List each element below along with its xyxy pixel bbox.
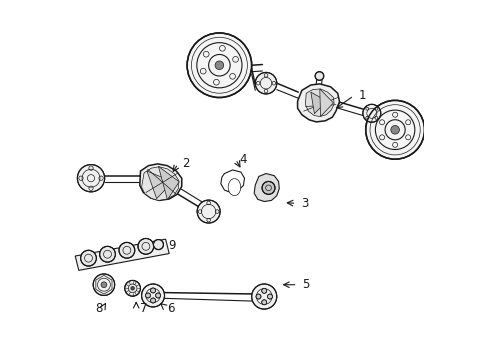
Circle shape — [131, 287, 134, 290]
Polygon shape — [75, 239, 169, 270]
Circle shape — [100, 246, 115, 262]
Circle shape — [267, 294, 272, 299]
Text: 7: 7 — [140, 302, 147, 315]
Text: 9: 9 — [168, 239, 176, 252]
Text: 1: 1 — [357, 89, 365, 102]
Circle shape — [81, 250, 96, 266]
Circle shape — [362, 104, 380, 122]
Circle shape — [124, 280, 140, 296]
Circle shape — [251, 284, 276, 309]
Text: 4: 4 — [239, 153, 246, 166]
Circle shape — [262, 181, 274, 194]
Text: 3: 3 — [300, 197, 307, 210]
Polygon shape — [147, 171, 172, 199]
Circle shape — [150, 298, 155, 303]
Circle shape — [77, 165, 104, 192]
Polygon shape — [319, 89, 333, 117]
Polygon shape — [140, 164, 182, 201]
Circle shape — [197, 200, 220, 223]
Text: 6: 6 — [167, 302, 175, 315]
Polygon shape — [228, 179, 240, 195]
Polygon shape — [158, 166, 179, 200]
Text: 5: 5 — [301, 278, 308, 291]
Polygon shape — [142, 167, 179, 201]
Circle shape — [153, 239, 163, 249]
Text: 2: 2 — [182, 157, 189, 170]
Polygon shape — [297, 84, 339, 122]
Circle shape — [93, 274, 115, 296]
Circle shape — [215, 61, 223, 69]
Text: 8: 8 — [95, 302, 102, 315]
Circle shape — [365, 100, 424, 159]
Circle shape — [261, 288, 266, 293]
Circle shape — [255, 72, 276, 94]
Polygon shape — [254, 174, 279, 202]
Circle shape — [119, 242, 135, 258]
Circle shape — [187, 33, 251, 98]
Circle shape — [390, 126, 399, 134]
Polygon shape — [305, 89, 333, 117]
Circle shape — [255, 294, 261, 299]
Polygon shape — [310, 92, 326, 114]
Circle shape — [142, 284, 164, 307]
Circle shape — [138, 238, 153, 254]
Circle shape — [155, 293, 160, 298]
Circle shape — [101, 282, 106, 288]
Circle shape — [314, 72, 323, 80]
Circle shape — [145, 293, 150, 298]
Circle shape — [150, 288, 155, 293]
Circle shape — [261, 300, 266, 305]
Polygon shape — [221, 170, 244, 193]
